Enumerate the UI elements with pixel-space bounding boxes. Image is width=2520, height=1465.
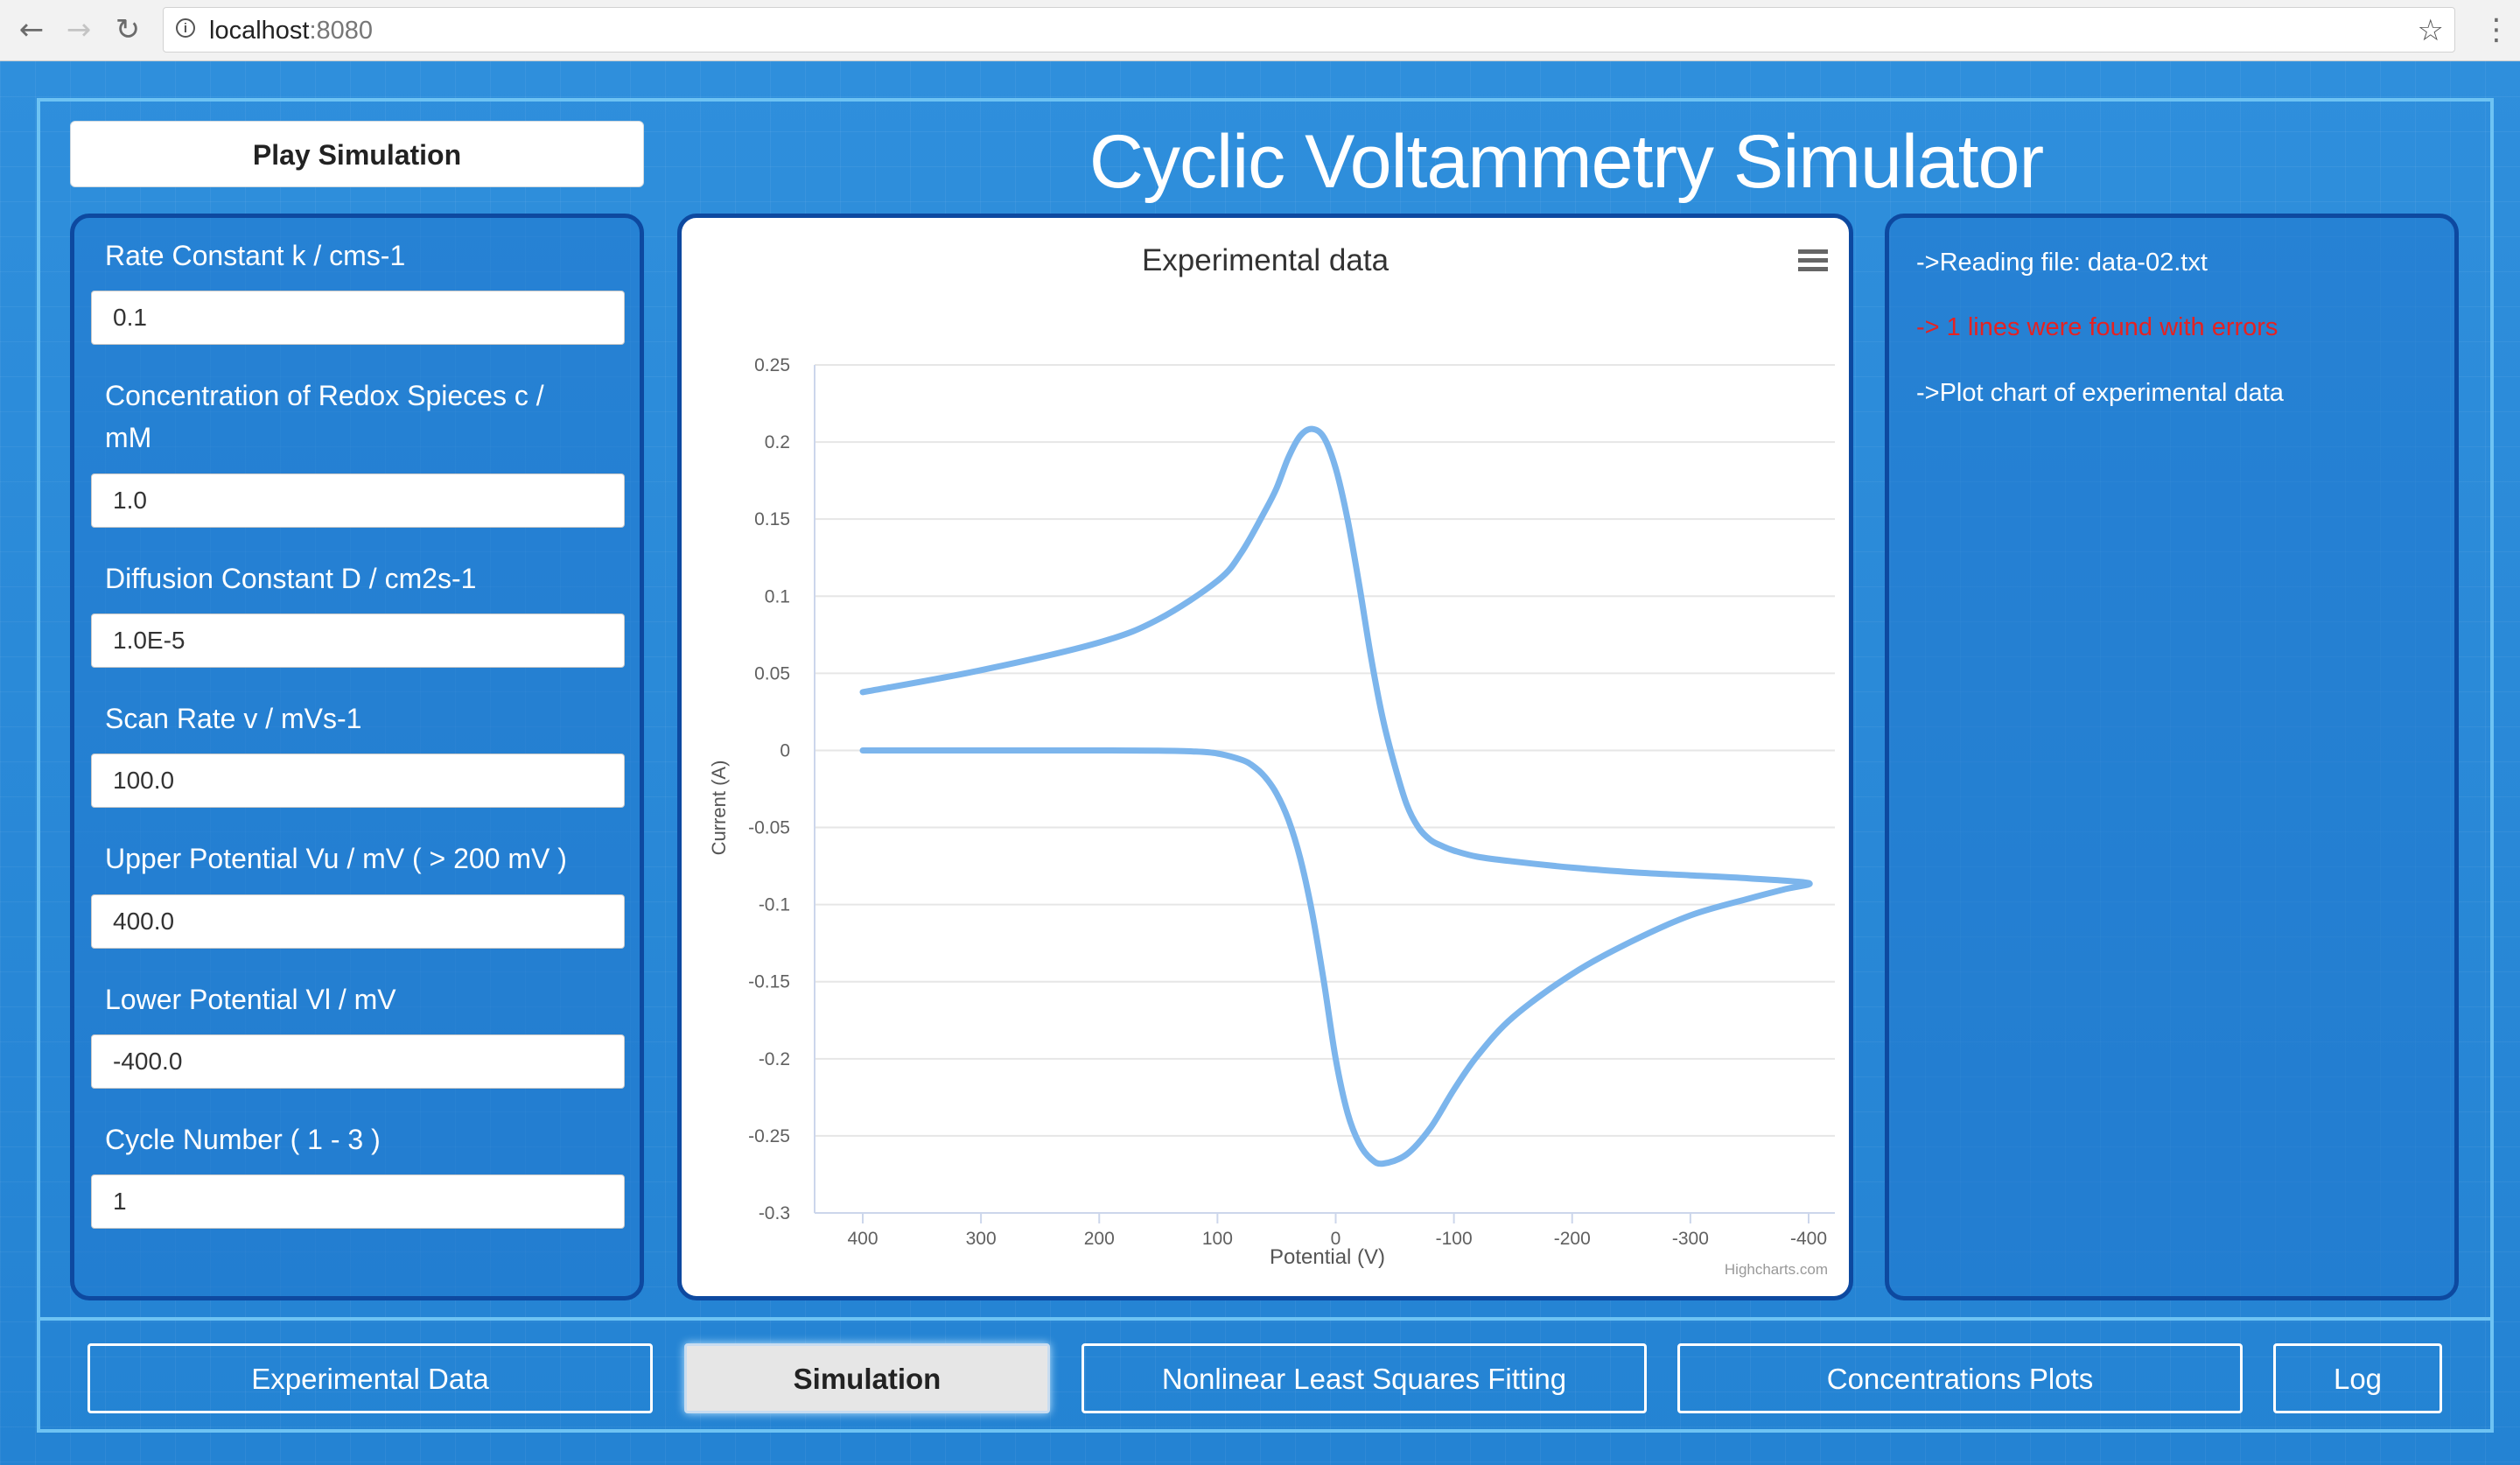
- y-tick-label: -0.2: [759, 1049, 790, 1069]
- y-tick-label: 0: [780, 740, 790, 761]
- concentration-input[interactable]: [91, 473, 625, 528]
- bookmark-star-icon[interactable]: ☆: [2417, 13, 2444, 48]
- log-line-reading-file: ->Reading file: data-02.txt: [1916, 249, 2208, 277]
- y-tick-label: 0.25: [754, 355, 790, 375]
- app-frame: [37, 98, 2494, 1433]
- tab-nonlinear-least-squares-fitting[interactable]: Nonlinear Least Squares Fitting: [1082, 1343, 1647, 1413]
- chart-credit[interactable]: Highcharts.com: [1725, 1261, 1828, 1278]
- x-tick-label: 0: [1331, 1229, 1341, 1249]
- reload-icon[interactable]: ↻: [115, 12, 141, 47]
- page-title: Cyclic Voltammetry Simulator: [1088, 120, 2044, 204]
- x-tick-label: -300: [1672, 1229, 1709, 1249]
- x-tick-label: 300: [966, 1229, 997, 1249]
- y-tick-label: -0.15: [748, 972, 790, 992]
- browser-menu-icon[interactable]: ⋮: [2482, 12, 2511, 47]
- experimental-data-chart: 0.25 0.2 0.15 0.1 0.05 0 -0.05 -0.1 -0.15 -0.2 -0.…: [708, 243, 1835, 1278]
- x-tick-label: 200: [1084, 1229, 1115, 1249]
- y-tick-label: 0.2: [765, 432, 790, 452]
- play-simulation-button[interactable]: Play Simulation: [70, 121, 644, 187]
- y-tick-label: 0.15: [754, 509, 790, 529]
- chart-menu-icon[interactable]: [1798, 249, 1828, 271]
- upper-potential-label: Upper Potential Vu / mV ( > 200 mV ): [105, 843, 567, 874]
- x-axis-title: Potential (V): [1270, 1245, 1385, 1269]
- url-port: :8080: [309, 17, 374, 45]
- tab-experimental-data[interactable]: Experimental Data: [88, 1343, 653, 1413]
- x-tick-label: -100: [1436, 1229, 1473, 1249]
- rate-constant-input[interactable]: [91, 291, 625, 345]
- x-tick-label: -200: [1554, 1229, 1591, 1249]
- url-host: localhost: [209, 17, 310, 45]
- info-icon[interactable]: i: [176, 18, 195, 38]
- browser-toolbar: ← → ↻ i localhost:8080 ☆ ⋮: [0, 0, 2520, 61]
- log-line-plot-chart: ->Plot chart of experimental data: [1916, 379, 2284, 407]
- chart-panel: 0.25 0.2 0.15 0.1 0.05 0 -0.05 -0.1 -0.15 -0.2 -0.…: [677, 214, 1853, 1300]
- y-tick-label: -0.3: [759, 1203, 790, 1223]
- y-tick-label: -0.05: [748, 818, 790, 838]
- lower-potential-input[interactable]: [91, 1034, 625, 1089]
- diffusion-constant-input[interactable]: [91, 613, 625, 668]
- footer-divider: [37, 1317, 2494, 1321]
- tab-concentrations-plots[interactable]: Concentrations Plots: [1677, 1343, 2243, 1413]
- app-container: Play Simulation Cyclic Voltammetry Simul…: [0, 61, 2520, 1465]
- y-axis-title: Current (A): [708, 761, 730, 856]
- y-tick-label: 0.05: [754, 663, 790, 683]
- y-tick-label: -0.25: [748, 1126, 790, 1146]
- scan-rate-label: Scan Rate v / mVs-1: [105, 703, 362, 734]
- log-line-errors: -> 1 lines were found with errors: [1916, 313, 2278, 341]
- log-panel: [1885, 214, 2459, 1300]
- y-tick-label: 0.1: [765, 586, 790, 606]
- tab-simulation[interactable]: Simulation: [684, 1343, 1050, 1413]
- lower-potential-label: Lower Potential Vl / mV: [105, 984, 396, 1015]
- url-text[interactable]: localhost:8080: [209, 17, 373, 46]
- x-tick-label: 400: [847, 1229, 878, 1249]
- cycle-number-input[interactable]: [91, 1174, 625, 1229]
- x-tick-label: 100: [1202, 1229, 1233, 1249]
- cycle-number-label: Cycle Number ( 1 - 3 ): [105, 1124, 381, 1155]
- concentration-label: Concentration of Redox Spieces c / mM: [105, 380, 544, 453]
- tab-log[interactable]: Log: [2273, 1343, 2442, 1413]
- forward-arrow-icon[interactable]: →: [66, 12, 92, 47]
- address-bar[interactable]: i localhost:8080 ☆: [163, 7, 2455, 53]
- y-tick-label: -0.1: [759, 895, 790, 915]
- upper-potential-input[interactable]: [91, 894, 625, 949]
- series-line: [859, 425, 1813, 1167]
- x-tick-label: -400: [1790, 1229, 1827, 1249]
- diffusion-constant-label: Diffusion Constant D / cm2s-1: [105, 563, 477, 594]
- scan-rate-input[interactable]: [91, 754, 625, 808]
- chart-title: Experimental data: [1142, 243, 1390, 277]
- back-arrow-icon[interactable]: ←: [18, 12, 45, 47]
- rate-constant-label: Rate Constant k / cms-1: [105, 240, 406, 271]
